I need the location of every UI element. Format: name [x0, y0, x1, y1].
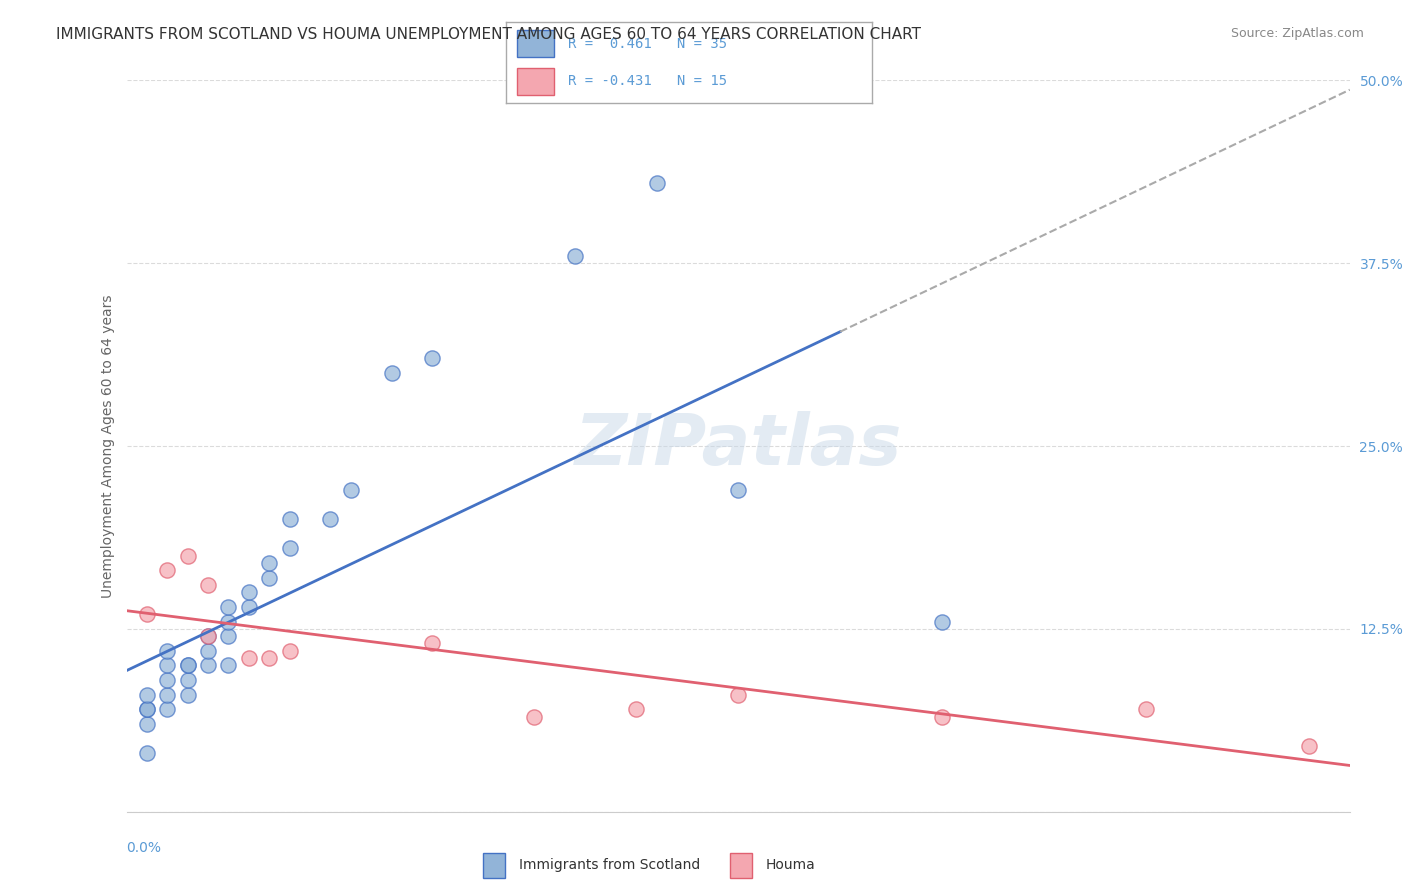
Point — [626, 702, 648, 716]
Point — [156, 563, 179, 577]
Point — [259, 651, 281, 665]
Point — [197, 629, 219, 643]
FancyBboxPatch shape — [730, 853, 752, 878]
Text: R =  0.461   N = 35: R = 0.461 N = 35 — [568, 37, 727, 51]
Point — [218, 658, 240, 673]
Point — [177, 658, 200, 673]
Point — [156, 673, 179, 687]
Text: IMMIGRANTS FROM SCOTLAND VS HOUMA UNEMPLOYMENT AMONG AGES 60 TO 64 YEARS CORRELA: IMMIGRANTS FROM SCOTLAND VS HOUMA UNEMPL… — [56, 27, 921, 42]
Point — [197, 578, 219, 592]
Text: R = -0.431   N = 15: R = -0.431 N = 15 — [568, 74, 727, 88]
Point — [135, 702, 157, 716]
Point — [645, 176, 668, 190]
Point — [238, 651, 260, 665]
Point — [727, 483, 749, 497]
Point — [135, 607, 157, 622]
Point — [238, 585, 260, 599]
Text: Houma: Houma — [766, 858, 815, 872]
Text: Immigrants from Scotland: Immigrants from Scotland — [519, 858, 700, 872]
Point — [218, 629, 240, 643]
Point — [564, 249, 586, 263]
Point — [1298, 739, 1320, 753]
Point — [218, 615, 240, 629]
Point — [278, 512, 301, 526]
Point — [135, 688, 157, 702]
Text: 0.0%: 0.0% — [127, 841, 162, 855]
Point — [727, 688, 749, 702]
Point — [197, 644, 219, 658]
Point — [259, 571, 281, 585]
Point — [259, 556, 281, 570]
FancyBboxPatch shape — [517, 30, 554, 57]
Point — [156, 702, 179, 716]
Point — [156, 688, 179, 702]
Point — [135, 717, 157, 731]
FancyBboxPatch shape — [482, 853, 505, 878]
Point — [340, 483, 363, 497]
Y-axis label: Unemployment Among Ages 60 to 64 years: Unemployment Among Ages 60 to 64 years — [101, 294, 115, 598]
Point — [135, 702, 157, 716]
Text: ZIPatlas: ZIPatlas — [575, 411, 901, 481]
Point — [177, 658, 200, 673]
Point — [177, 688, 200, 702]
Point — [931, 709, 953, 723]
Text: Source: ZipAtlas.com: Source: ZipAtlas.com — [1230, 27, 1364, 40]
Point — [1135, 702, 1157, 716]
Point — [177, 549, 200, 563]
Point — [380, 366, 404, 380]
Point — [156, 658, 179, 673]
Point — [135, 746, 157, 760]
Point — [177, 673, 200, 687]
Point — [278, 644, 301, 658]
Point — [278, 541, 301, 556]
Point — [931, 615, 953, 629]
Point — [422, 351, 444, 366]
Point — [422, 636, 444, 650]
Point — [523, 709, 546, 723]
Point — [197, 629, 219, 643]
Point — [319, 512, 342, 526]
Point — [197, 658, 219, 673]
Point — [238, 599, 260, 614]
Point — [156, 644, 179, 658]
Point — [218, 599, 240, 614]
FancyBboxPatch shape — [517, 68, 554, 95]
